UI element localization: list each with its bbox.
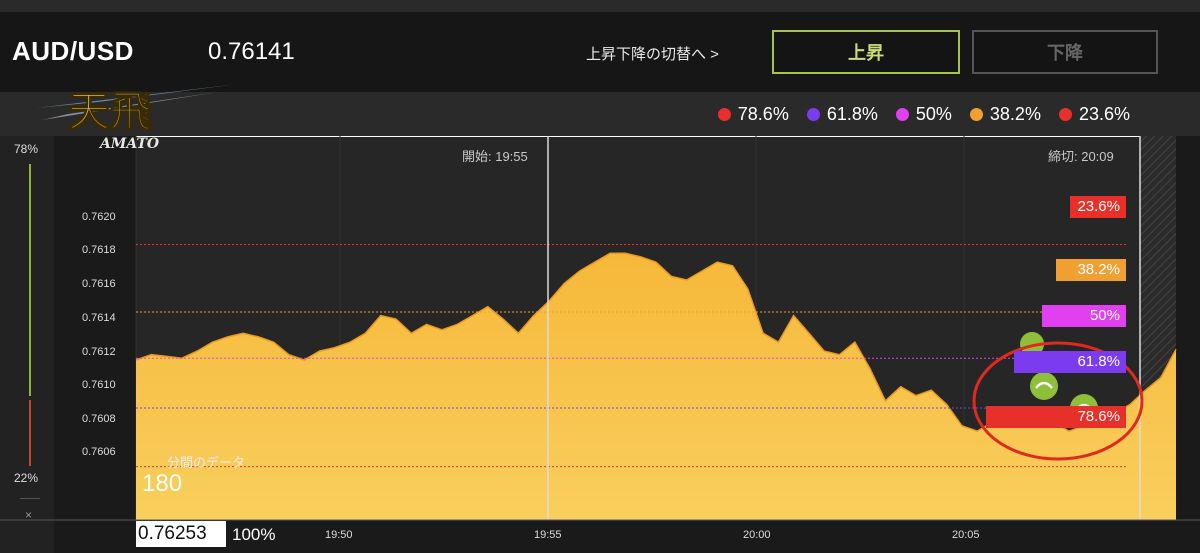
legend-dot-icon — [806, 108, 820, 121]
amato-logo: 天飛 AMATO — [36, 84, 238, 152]
y-tick-label: 0.7608 — [82, 413, 116, 425]
legend-dot-icon — [969, 108, 983, 121]
currency-pair: AUD/USD — [12, 36, 134, 66]
highlight-circle — [972, 341, 1144, 461]
legend-dot-icon — [1058, 108, 1072, 121]
fib-tag-78: 78.6% — [986, 406, 1126, 428]
logo-kanji: 天飛 — [68, 87, 152, 136]
up-button[interactable]: 上昇 — [772, 30, 960, 74]
x-tick-label: 20:00 — [743, 529, 771, 541]
end-time-label: 締切: 20:09 — [1048, 149, 1114, 164]
legend-item: 78.6% — [717, 104, 789, 125]
legend-label: 61.8% — [826, 104, 878, 124]
switch-direction-link[interactable]: 上昇下降の切替へ > — [586, 46, 719, 63]
legend-label: 50% — [915, 104, 952, 124]
legend-label: 38.2% — [989, 104, 1041, 124]
start-time-label: 開始: 19:55 — [462, 149, 528, 164]
plot-top-border — [136, 136, 1176, 137]
legend-label: 78.6% — [737, 104, 789, 124]
y-tick-label: 0.7616 — [82, 278, 116, 290]
close-icon[interactable]: × — [25, 508, 33, 522]
legend-item: 23.6% — [1058, 104, 1130, 125]
left-gauge-panel — [0, 136, 54, 553]
legend-bar — [0, 92, 1200, 136]
x-tick-label: 19:50 — [325, 529, 353, 541]
bottom-price-box: 0.76253 — [136, 521, 226, 547]
legend-label: 23.6% — [1078, 104, 1130, 124]
y-tick-label: 0.7612 — [82, 346, 116, 358]
fib-tag-38: 38.2% — [1056, 259, 1126, 281]
trade-marker — [1020, 332, 1045, 356]
y-tick-label: 0.7610 — [82, 379, 116, 391]
y-tick-label: 0.7614 — [82, 312, 116, 324]
fib-tag-23: 23.6% — [1070, 196, 1126, 218]
gauge-top-percent: 78% — [14, 142, 39, 156]
minute-data-caption: 分間のデータ — [167, 455, 246, 470]
legend-item: 50% — [895, 104, 952, 125]
fib-tag-50: 50% — [1042, 305, 1126, 327]
legend-dot-icon — [717, 108, 731, 121]
legend-item: 61.8% — [806, 104, 878, 125]
y-tick-label: 0.7606 — [82, 446, 116, 458]
current-price: 0.76141 — [208, 38, 295, 65]
down-button[interactable]: 下降 — [972, 30, 1158, 74]
x-tick-label: 20:05 — [952, 529, 980, 541]
logo-latin: AMATO — [98, 136, 160, 152]
fib-legend: 78.6% 61.8% 50% 38.2% 23.6% — [717, 104, 1130, 125]
y-tick-label: 0.7618 — [82, 244, 116, 256]
y-tick-label: 0.7620 — [82, 211, 116, 223]
gauge-up-bar — [29, 164, 31, 396]
gauge-down-bar — [29, 400, 31, 466]
price-chart — [0, 136, 1200, 521]
bottom-percent: 100% — [232, 525, 276, 544]
trade-marker — [1030, 372, 1058, 400]
gauge-divider — [20, 498, 40, 499]
gauge-bottom-percent: 22% — [14, 471, 39, 485]
fib-tag-61: 61.8% — [1014, 351, 1126, 373]
legend-item: 38.2% — [969, 104, 1041, 125]
top-strip — [0, 0, 1200, 12]
minute-data-value: 180 — [142, 470, 183, 497]
x-tick-label: 19:55 — [534, 529, 562, 541]
legend-dot-icon — [895, 108, 909, 121]
